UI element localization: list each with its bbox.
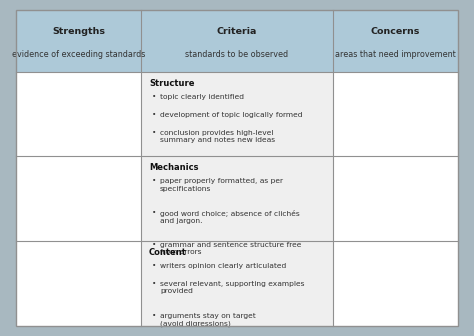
Text: evidence of exceeding standards: evidence of exceeding standards bbox=[12, 50, 145, 59]
Text: conclusion provides high-level
summary and notes new ideas: conclusion provides high-level summary a… bbox=[160, 130, 275, 143]
Text: arguments stay on target
(avoid digressions): arguments stay on target (avoid digressi… bbox=[160, 313, 256, 327]
Text: standards to be observed: standards to be observed bbox=[185, 50, 289, 59]
Bar bbox=[141, 241, 333, 326]
Text: •: • bbox=[152, 130, 156, 136]
Bar bbox=[141, 157, 333, 241]
Text: Concerns: Concerns bbox=[371, 27, 420, 36]
Text: •: • bbox=[152, 93, 156, 99]
Text: good word choice; absence of clichés
and jargon.: good word choice; absence of clichés and… bbox=[160, 210, 300, 224]
Text: writers opinion clearly articulated: writers opinion clearly articulated bbox=[160, 263, 286, 269]
Text: areas that need improvement: areas that need improvement bbox=[335, 50, 456, 59]
Text: several relevant, supporting examples
provided: several relevant, supporting examples pr… bbox=[160, 281, 305, 294]
Text: Strengths: Strengths bbox=[52, 27, 105, 36]
Text: •: • bbox=[152, 263, 156, 269]
Text: •: • bbox=[152, 210, 156, 216]
Text: •: • bbox=[152, 178, 156, 184]
Text: topic clearly identified: topic clearly identified bbox=[160, 93, 244, 99]
Bar bbox=[141, 72, 333, 157]
Text: •: • bbox=[152, 112, 156, 118]
Text: grammar and sentence structure free
from errors: grammar and sentence structure free from… bbox=[160, 242, 301, 255]
Text: Mechanics: Mechanics bbox=[149, 163, 199, 172]
Text: Criteria: Criteria bbox=[217, 27, 257, 36]
Text: •: • bbox=[152, 313, 156, 319]
Bar bbox=[16, 10, 141, 72]
Bar bbox=[333, 10, 458, 72]
Text: •: • bbox=[152, 242, 156, 248]
Bar bbox=[141, 10, 333, 72]
Text: development of topic logically formed: development of topic logically formed bbox=[160, 112, 302, 118]
Text: Content: Content bbox=[149, 248, 187, 257]
Text: paper properly formatted, as per
specifications: paper properly formatted, as per specifi… bbox=[160, 178, 283, 192]
Text: •: • bbox=[152, 281, 156, 287]
Text: Structure: Structure bbox=[149, 79, 195, 88]
